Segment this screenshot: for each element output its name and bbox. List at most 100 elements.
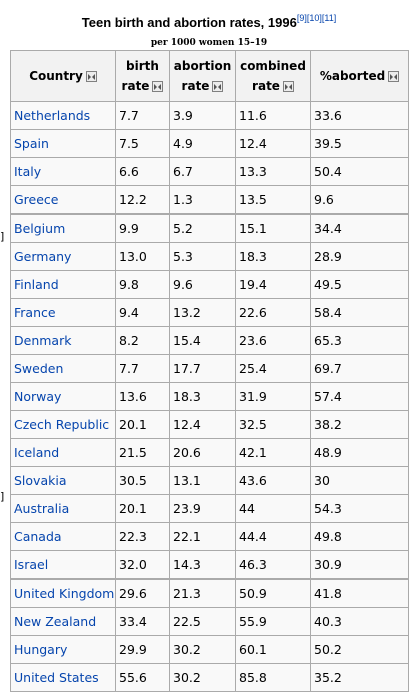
combined-rate-cell: 44.4	[235, 522, 311, 551]
abortion-rate-cell: 6.7	[169, 157, 236, 186]
column-header-abortion-rate[interactable]: abortion rate	[169, 50, 236, 102]
birth-rate-cell: 9.8	[115, 270, 170, 299]
birth-rate-cell: 7.7	[115, 101, 170, 130]
table-row: Canada 22.3 22.1 44.4 49.8	[10, 522, 409, 551]
column-header-percent-aborted[interactable]: %aborted	[310, 50, 409, 102]
abortion-rate-cell: 4.9	[169, 129, 236, 158]
table-row: Hungary 29.9 30.2 60.1 50.2	[10, 635, 409, 664]
abortion-rate-cell: 3.9	[169, 101, 236, 130]
birth-rate-cell: 7.5	[115, 129, 170, 158]
birth-rate-cell: 30.5	[115, 466, 170, 495]
birth-rate-cell: 7.7	[115, 354, 170, 383]
birth-rate-cell: 29.9	[115, 635, 170, 664]
country-cell[interactable]: Denmark	[10, 326, 116, 355]
birth-rate-cell: 13.0	[115, 242, 170, 271]
combined-rate-cell: 46.3	[235, 550, 311, 580]
percent-aborted-cell: 58.4	[310, 298, 409, 327]
country-cell[interactable]: Sweden	[10, 354, 116, 383]
table-row: Greece 12.2 1.3 13.5 9.6	[10, 185, 409, 215]
country-cell[interactable]: Belgium	[10, 213, 116, 243]
birth-abortion-rates-table: Country birth rate abortion rate combined r…	[10, 50, 409, 692]
column-header-label: rate	[121, 79, 150, 93]
table-row: Germany 13.0 5.3 18.3 28.9	[10, 242, 409, 271]
country-cell[interactable]: Spain	[10, 129, 116, 158]
combined-rate-cell: 50.9	[235, 578, 311, 608]
combined-rate-cell: 25.4	[235, 354, 311, 383]
reference-link-10[interactable]: [10]	[306, 13, 322, 23]
country-cell[interactable]: Canada	[10, 522, 116, 551]
country-cell[interactable]: Iceland	[10, 438, 116, 467]
percent-aborted-cell: 65.3	[310, 326, 409, 355]
percent-aborted-cell: 35.2	[310, 663, 409, 692]
percent-aborted-cell: 50.2	[310, 635, 409, 664]
percent-aborted-cell: 9.6	[310, 185, 409, 215]
country-cell[interactable]: Czech Republic	[10, 410, 116, 439]
abortion-rate-cell: 13.1	[169, 466, 236, 495]
sort-toggle-icon[interactable]	[388, 71, 400, 82]
country-cell[interactable]: United Kingdom	[10, 578, 116, 608]
birth-rate-cell: 22.3	[115, 522, 170, 551]
abortion-rate-cell: 22.1	[169, 522, 236, 551]
table-row: Denmark 8.2 15.4 23.6 65.3	[10, 326, 409, 355]
sort-toggle-icon[interactable]	[282, 81, 294, 92]
percent-aborted-cell: 38.2	[310, 410, 409, 439]
abortion-rate-cell: 9.6	[169, 270, 236, 299]
percent-aborted-cell: 69.7	[310, 354, 409, 383]
birth-rate-cell: 32.0	[115, 550, 170, 580]
combined-rate-cell: 31.9	[235, 382, 311, 411]
combined-rate-cell: 11.6	[235, 101, 311, 130]
sort-toggle-icon[interactable]	[152, 81, 164, 92]
country-cell[interactable]: Israel	[10, 550, 116, 580]
country-cell[interactable]: New Zealand	[10, 607, 116, 636]
table-row: Spain 7.5 4.9 12.4 39.5	[10, 129, 409, 158]
combined-rate-cell: 15.1	[235, 213, 311, 243]
country-cell[interactable]: Greece	[10, 185, 116, 215]
combined-rate-cell: 23.6	[235, 326, 311, 355]
table-row: United Kingdom 29.6 21.3 50.9 41.8	[10, 578, 409, 608]
abortion-rate-cell: 12.4	[169, 410, 236, 439]
country-cell[interactable]: Italy	[10, 157, 116, 186]
percent-aborted-cell: 41.8	[310, 578, 409, 608]
table-row: Belgium 9.9 5.2 15.1 34.4	[10, 213, 409, 243]
abortion-rate-cell: 22.5	[169, 607, 236, 636]
country-cell[interactable]: Slovakia	[10, 466, 116, 495]
combined-rate-cell: 12.4	[235, 129, 311, 158]
abortion-rate-cell: 1.3	[169, 185, 236, 215]
country-cell[interactable]: United States	[10, 663, 116, 692]
combined-rate-cell: 85.8	[235, 663, 311, 692]
table-caption: Teen birth and abortion rates, 1996[9][1…	[10, 8, 408, 51]
country-cell[interactable]: Netherlands	[10, 101, 116, 130]
percent-aborted-cell: 34.4	[310, 213, 409, 243]
abortion-rate-cell: 23.9	[169, 494, 236, 523]
column-header-birth-rate[interactable]: birth rate	[115, 50, 170, 102]
column-header-country[interactable]: Country	[10, 50, 116, 102]
percent-aborted-cell: 30	[310, 466, 409, 495]
percent-aborted-cell: 48.9	[310, 438, 409, 467]
edge-bracket-mark: ]	[0, 230, 5, 243]
birth-rate-cell: 20.1	[115, 494, 170, 523]
country-cell[interactable]: France	[10, 298, 116, 327]
sort-toggle-icon[interactable]	[212, 81, 224, 92]
country-cell[interactable]: Germany	[10, 242, 116, 271]
table-row: France 9.4 13.2 22.6 58.4	[10, 298, 409, 327]
column-header-label: Country	[29, 69, 83, 83]
table-row: Slovakia 30.5 13.1 43.6 30	[10, 466, 409, 495]
sort-toggle-icon[interactable]	[85, 71, 97, 82]
column-header-combined-rate[interactable]: combined rate	[235, 50, 311, 102]
reference-link-9[interactable]: [9]	[296, 13, 307, 23]
table-subtitle: per 1000 women 15–19	[150, 38, 268, 48]
reference-link-11[interactable]: [11]	[321, 13, 337, 23]
abortion-rate-cell: 30.2	[169, 663, 236, 692]
country-cell[interactable]: Hungary	[10, 635, 116, 664]
birth-rate-cell: 55.6	[115, 663, 170, 692]
combined-rate-cell: 13.3	[235, 157, 311, 186]
country-cell[interactable]: Finland	[10, 270, 116, 299]
table-row: Netherlands 7.7 3.9 11.6 33.6	[10, 101, 409, 130]
combined-rate-cell: 22.6	[235, 298, 311, 327]
combined-rate-cell: 55.9	[235, 607, 311, 636]
birth-rate-cell: 12.2	[115, 185, 170, 215]
column-header-label: birth	[126, 59, 159, 73]
country-cell[interactable]: Norway	[10, 382, 116, 411]
percent-aborted-cell: 30.9	[310, 550, 409, 580]
country-cell[interactable]: Australia	[10, 494, 116, 523]
